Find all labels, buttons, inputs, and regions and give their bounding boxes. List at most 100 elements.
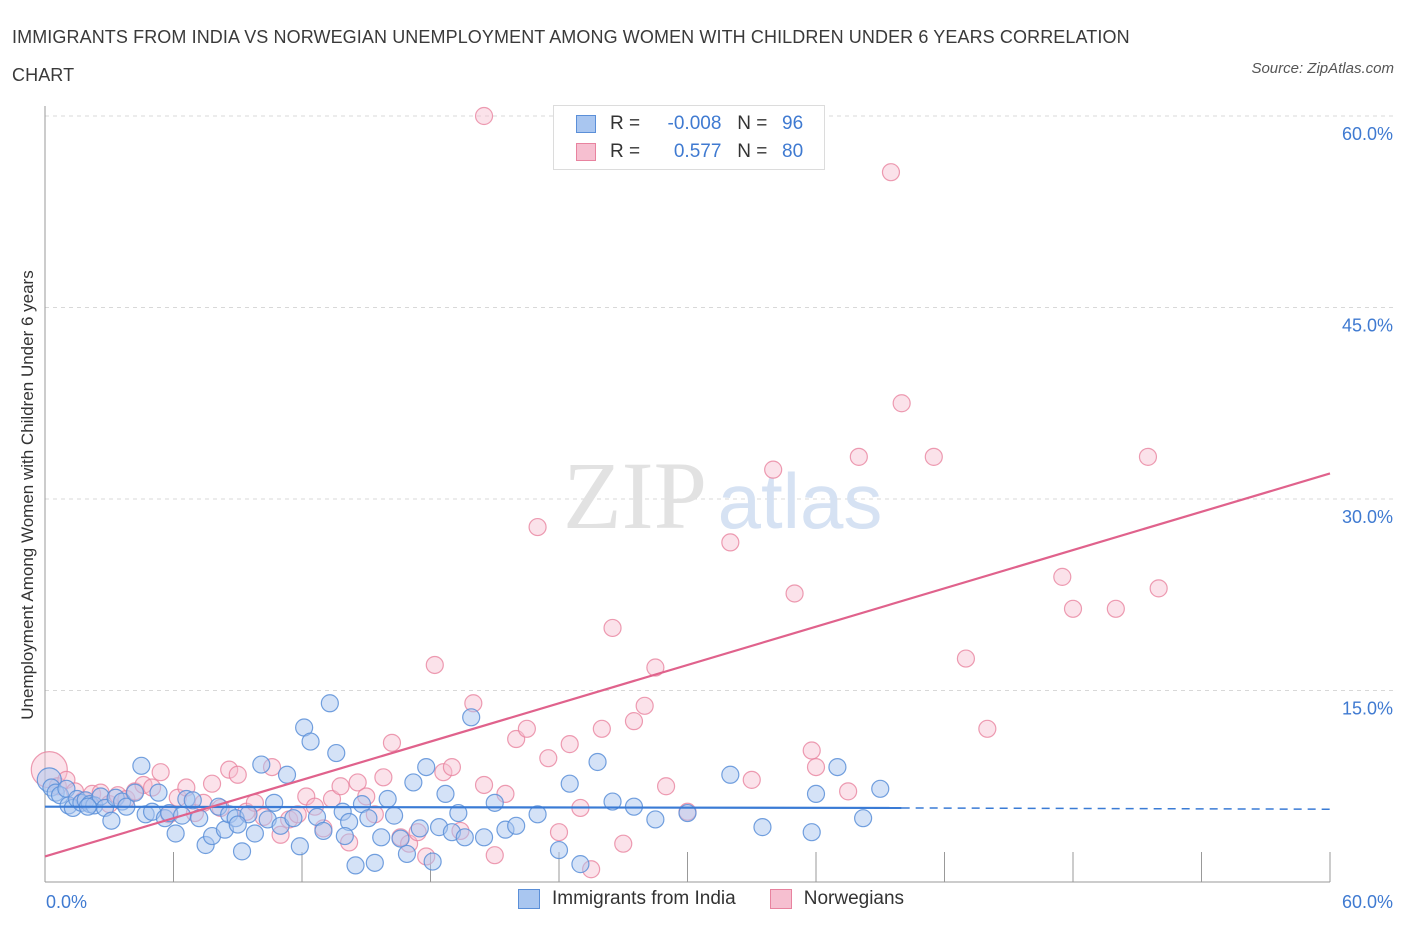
- norwegians-point: [1053, 567, 1072, 586]
- norwegians-point: [1138, 447, 1158, 466]
- y-tick-label: 45.0%: [1342, 316, 1393, 336]
- norwegians-point: [202, 774, 222, 793]
- norwegians-point: [849, 447, 868, 466]
- india-point: [384, 806, 404, 825]
- india-legend-swatch: [518, 889, 540, 909]
- y-tick-label: 15.0%: [1342, 699, 1393, 719]
- legend-row-india: R = -0.008 N = 96: [576, 111, 813, 137]
- india-point: [245, 824, 264, 843]
- india-point: [678, 803, 697, 823]
- stats-legend: R = -0.008 N = 96 R = 0.577 N = 80: [553, 105, 825, 170]
- norwegians-point: [603, 618, 622, 638]
- india-point: [252, 755, 271, 774]
- norwegians-n-label: N =: [737, 141, 768, 162]
- india-point: [507, 816, 526, 835]
- norwegians-point: [549, 823, 569, 842]
- india-point: [485, 793, 504, 812]
- india-point: [183, 791, 202, 810]
- norwegians-r-label: R =: [610, 141, 641, 162]
- india-point: [588, 752, 607, 772]
- norwegians-point: [892, 394, 911, 413]
- norwegians-point: [485, 846, 504, 865]
- norwegians-point: [924, 447, 943, 466]
- norwegians-point: [839, 782, 858, 801]
- norwegians-n-value: 80: [782, 141, 804, 162]
- india-point: [802, 823, 821, 842]
- norwegians-point: [1106, 599, 1125, 618]
- norwegians-point: [442, 757, 462, 777]
- norwegians-point: [978, 719, 997, 738]
- india-point: [320, 694, 339, 713]
- india-point: [284, 809, 303, 828]
- norwegians-point: [528, 517, 547, 537]
- watermark-atlas: atlas: [718, 457, 883, 545]
- norwegians-point: [656, 777, 676, 796]
- india-r-value: -0.008: [667, 113, 722, 134]
- norwegians-point: [517, 719, 536, 738]
- norwegians-point: [881, 163, 901, 182]
- norwegians-point: [1149, 579, 1168, 598]
- series-legend: Immigrants from India Norwegians: [518, 888, 904, 910]
- india-point: [232, 842, 252, 861]
- norwegians-point: [624, 712, 644, 731]
- trend-lines: [44, 472, 1331, 858]
- india-point: [132, 756, 151, 775]
- norwegians-point: [764, 460, 783, 479]
- tick-labels: 15.0% 30.0% 45.0% 60.0% 0.0% 60.0%: [46, 124, 1393, 912]
- norwegians-point: [806, 757, 826, 777]
- india-point: [806, 784, 826, 804]
- norwegians-point: [348, 773, 367, 792]
- norwegians-point: [539, 749, 558, 768]
- india-point: [397, 844, 417, 864]
- norwegians-point: [228, 765, 247, 784]
- norwegians-point: [331, 777, 350, 796]
- norwegians-swatch: [576, 143, 596, 161]
- norwegians-point: [614, 834, 633, 853]
- india-point: [549, 840, 569, 860]
- norwegians-r-value: 0.577: [673, 141, 722, 162]
- norwegians-point: [434, 763, 453, 782]
- india-point: [417, 757, 436, 777]
- norwegians-point: [721, 533, 740, 552]
- india-trend-extension: [901, 807, 1331, 810]
- india-point: [474, 828, 494, 847]
- norwegians-point: [382, 733, 402, 752]
- india-point: [404, 773, 423, 792]
- india-point: [721, 765, 740, 784]
- y-tick-label: 60.0%: [1342, 124, 1393, 144]
- norwegians-point: [474, 106, 494, 126]
- india-point: [449, 803, 468, 823]
- watermark: ZIP atlas: [563, 442, 882, 549]
- india-point: [125, 783, 145, 802]
- norwegians-legend-swatch: [769, 889, 792, 909]
- india-point: [290, 837, 309, 856]
- x-tick-label: 0.0%: [46, 892, 87, 912]
- norwegians-point: [151, 763, 170, 782]
- india-point: [346, 856, 365, 875]
- india-point: [753, 818, 772, 837]
- india-point: [391, 829, 410, 848]
- norwegians-point: [785, 584, 804, 603]
- india-point: [335, 826, 354, 846]
- india-point: [410, 819, 429, 838]
- india-legend-label: Immigrants from India: [552, 888, 736, 909]
- gridlines: [45, 115, 1395, 691]
- india-point: [854, 809, 873, 828]
- norwegians-point: [560, 735, 579, 754]
- norwegians-legend-label: Norwegians: [803, 888, 905, 909]
- india-point: [646, 810, 665, 829]
- india-trend-line: [44, 805, 902, 810]
- india-point: [560, 774, 579, 793]
- india-point: [372, 828, 391, 847]
- norwegians-point: [742, 770, 761, 789]
- watermark-zip: ZIP: [563, 442, 707, 549]
- india-n-value: 96: [782, 113, 804, 134]
- india-point: [102, 811, 121, 830]
- norwegians-point: [1063, 599, 1083, 618]
- norwegians-trend-line: [44, 472, 1331, 858]
- india-point: [378, 789, 397, 809]
- india-point: [265, 793, 284, 812]
- norwegians-point: [956, 649, 976, 668]
- india-point: [166, 824, 185, 843]
